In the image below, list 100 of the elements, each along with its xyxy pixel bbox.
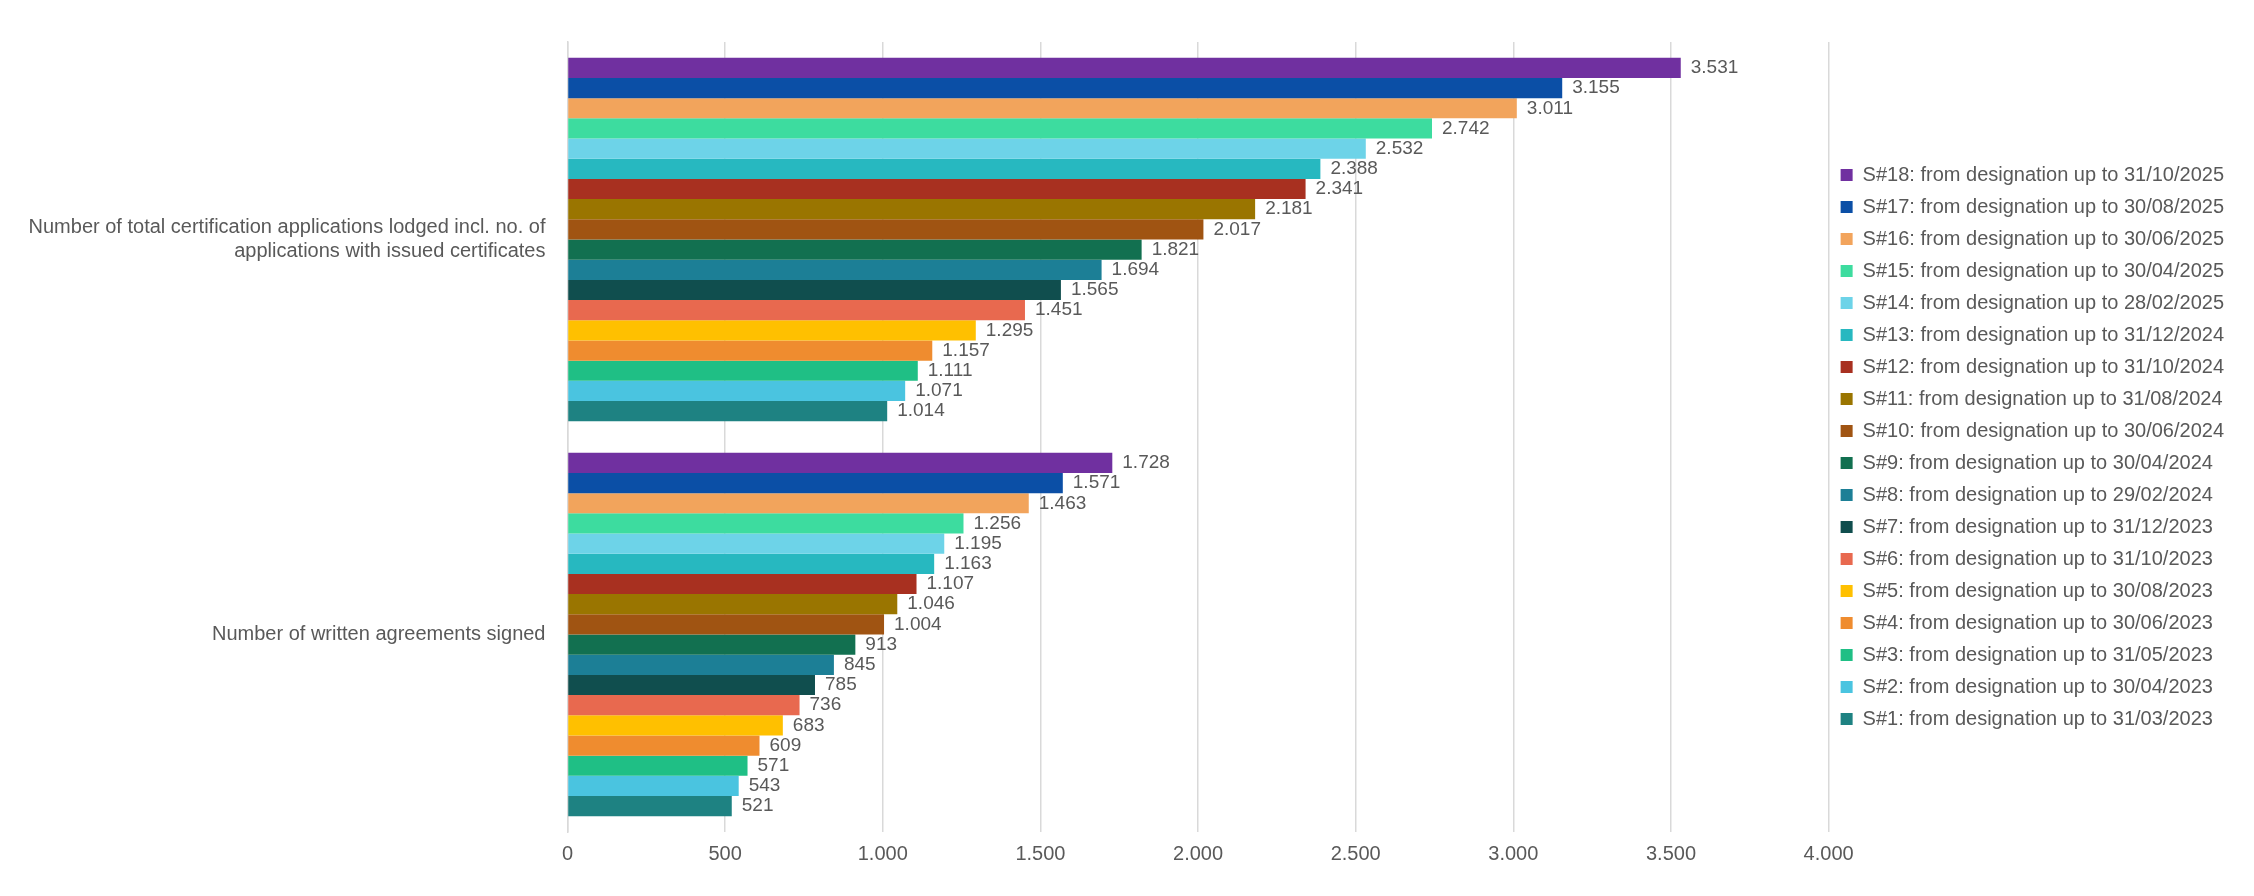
- bar: [568, 452, 1113, 473]
- bar: [568, 573, 917, 595]
- data-label: 3.011: [1526, 96, 1573, 118]
- bar: [568, 715, 783, 736]
- legend-label: S#12: from designation up to 31/10/2024: [1862, 354, 2225, 377]
- data-label: 1.046: [907, 592, 955, 614]
- data-label: 1.565: [1070, 278, 1119, 300]
- legend-label: S#14: from designation up to 28/02/2025: [1862, 290, 2225, 313]
- legend-label: S#7: from designation up to 31/12/2023: [1862, 514, 2213, 537]
- data-label: 1.071: [915, 379, 963, 401]
- x-tick-label: 1.000: [857, 841, 908, 864]
- bar: [568, 553, 935, 574]
- legend-label: S#4: from designation up to 30/06/2023: [1862, 610, 2213, 633]
- data-label: 3.531: [1690, 56, 1739, 78]
- data-label: 609: [769, 733, 802, 755]
- x-tick-label: 2.500: [1330, 841, 1381, 864]
- legend-label: S#17: from designation up to 30/08/2025: [1862, 194, 2225, 217]
- legend-label: S#10: from designation up to 30/06/2024: [1862, 418, 2225, 441]
- data-label: 1.163: [944, 552, 992, 574]
- data-label: 1.111: [927, 358, 973, 380]
- legend-label: S#18: from designation up to 31/10/2025: [1862, 162, 2225, 185]
- legend-label: S#11: from designation up to 31/08/2024: [1862, 386, 2223, 409]
- bar: [568, 199, 1256, 220]
- data-label: 2.388: [1330, 157, 1378, 179]
- bar: [568, 493, 1029, 514]
- data-label: 1.157: [942, 338, 990, 360]
- bar: [568, 594, 898, 615]
- x-tick-label: 4.000: [1803, 841, 1854, 864]
- bar: [568, 178, 1306, 200]
- x-tick-label: 1.500: [1015, 841, 1066, 864]
- bar: [568, 279, 1061, 301]
- bar: [568, 513, 964, 534]
- bar: [568, 401, 888, 422]
- bar: [568, 472, 1063, 494]
- bar: [568, 634, 856, 655]
- data-label: 1.014: [897, 399, 946, 421]
- data-label: 736: [809, 693, 842, 715]
- legend-label: S#8: from designation up to 29/02/2024: [1862, 482, 2213, 505]
- bar: [568, 735, 760, 756]
- bar: [568, 239, 1142, 260]
- bar: [568, 300, 1025, 321]
- bar: [568, 158, 1321, 179]
- data-label: 785: [825, 673, 857, 695]
- legend-label: S#2: from designation up to 30/04/2023: [1862, 674, 2213, 697]
- legend-label: S#13: from designation up to 31/12/2024: [1862, 322, 2225, 345]
- bar: [568, 695, 800, 716]
- data-label: 2.181: [1265, 197, 1313, 219]
- bar: [568, 614, 885, 635]
- data-label: 521: [741, 794, 774, 816]
- data-label: 1.256: [973, 511, 1022, 533]
- data-label: 1.295: [985, 318, 1034, 340]
- y-tick-label: Number of total certification applications lodged incl. no. of applications with issued certificates: [28, 215, 546, 262]
- data-label: 1.821: [1151, 237, 1200, 259]
- data-label: 1.195: [954, 531, 1002, 553]
- data-label: 1.463: [1038, 491, 1087, 513]
- bar: [568, 259, 1102, 280]
- bar: [568, 98, 1517, 119]
- bar: [568, 219, 1204, 240]
- data-label: 913: [865, 632, 898, 654]
- bar: [568, 57, 1681, 78]
- legend-label: S#6: from designation up to 31/10/2023: [1862, 546, 2213, 569]
- legend-label: S#9: from designation up to 30/04/2024: [1862, 450, 2213, 473]
- legend-label: S#1: from designation up to 31/03/2023: [1862, 706, 2213, 729]
- bar: [568, 674, 815, 696]
- data-label: 1.728: [1122, 451, 1170, 473]
- x-tick-label: 500: [708, 841, 742, 864]
- legend-label: S#3: from designation up to 31/05/2023: [1862, 642, 2213, 665]
- bar: [568, 796, 732, 817]
- data-label: 543: [748, 774, 781, 796]
- bar: [568, 340, 933, 361]
- data-label: 1.571: [1072, 471, 1121, 493]
- x-tick-label: 3.000: [1488, 841, 1539, 864]
- data-label: 845: [843, 653, 876, 675]
- bar: [568, 755, 748, 776]
- x-tick-label: 2.000: [1173, 841, 1224, 864]
- data-label: 571: [757, 753, 790, 775]
- bar: [568, 775, 739, 797]
- data-label: 683: [792, 713, 825, 735]
- bar: [568, 654, 834, 675]
- bar: [568, 77, 1563, 99]
- data-label: 3.155: [1572, 76, 1620, 98]
- bar: [568, 533, 945, 554]
- x-tick-label: 3.500: [1645, 841, 1697, 864]
- x-tick-label: 0: [561, 841, 574, 864]
- legend-label: S#15: from designation up to 30/04/2025: [1862, 258, 2225, 281]
- data-label: 2.532: [1375, 136, 1424, 158]
- data-label: 1.694: [1111, 258, 1160, 280]
- bar: [568, 380, 906, 402]
- legend-label: S#16: from designation up to 30/06/2025: [1862, 226, 2225, 249]
- data-label: 1.004: [894, 612, 943, 634]
- bar: [568, 118, 1432, 139]
- bar: [568, 360, 918, 381]
- data-label: 2.017: [1213, 217, 1261, 239]
- data-label: 1.107: [926, 572, 975, 594]
- data-label: 1.451: [1034, 298, 1083, 320]
- data-label: 2.341: [1315, 177, 1364, 199]
- bar: [568, 138, 1366, 159]
- data-label: 2.742: [1442, 116, 1490, 138]
- legend-label: S#5: from designation up to 30/08/2023: [1862, 578, 2213, 601]
- bar: [568, 320, 976, 341]
